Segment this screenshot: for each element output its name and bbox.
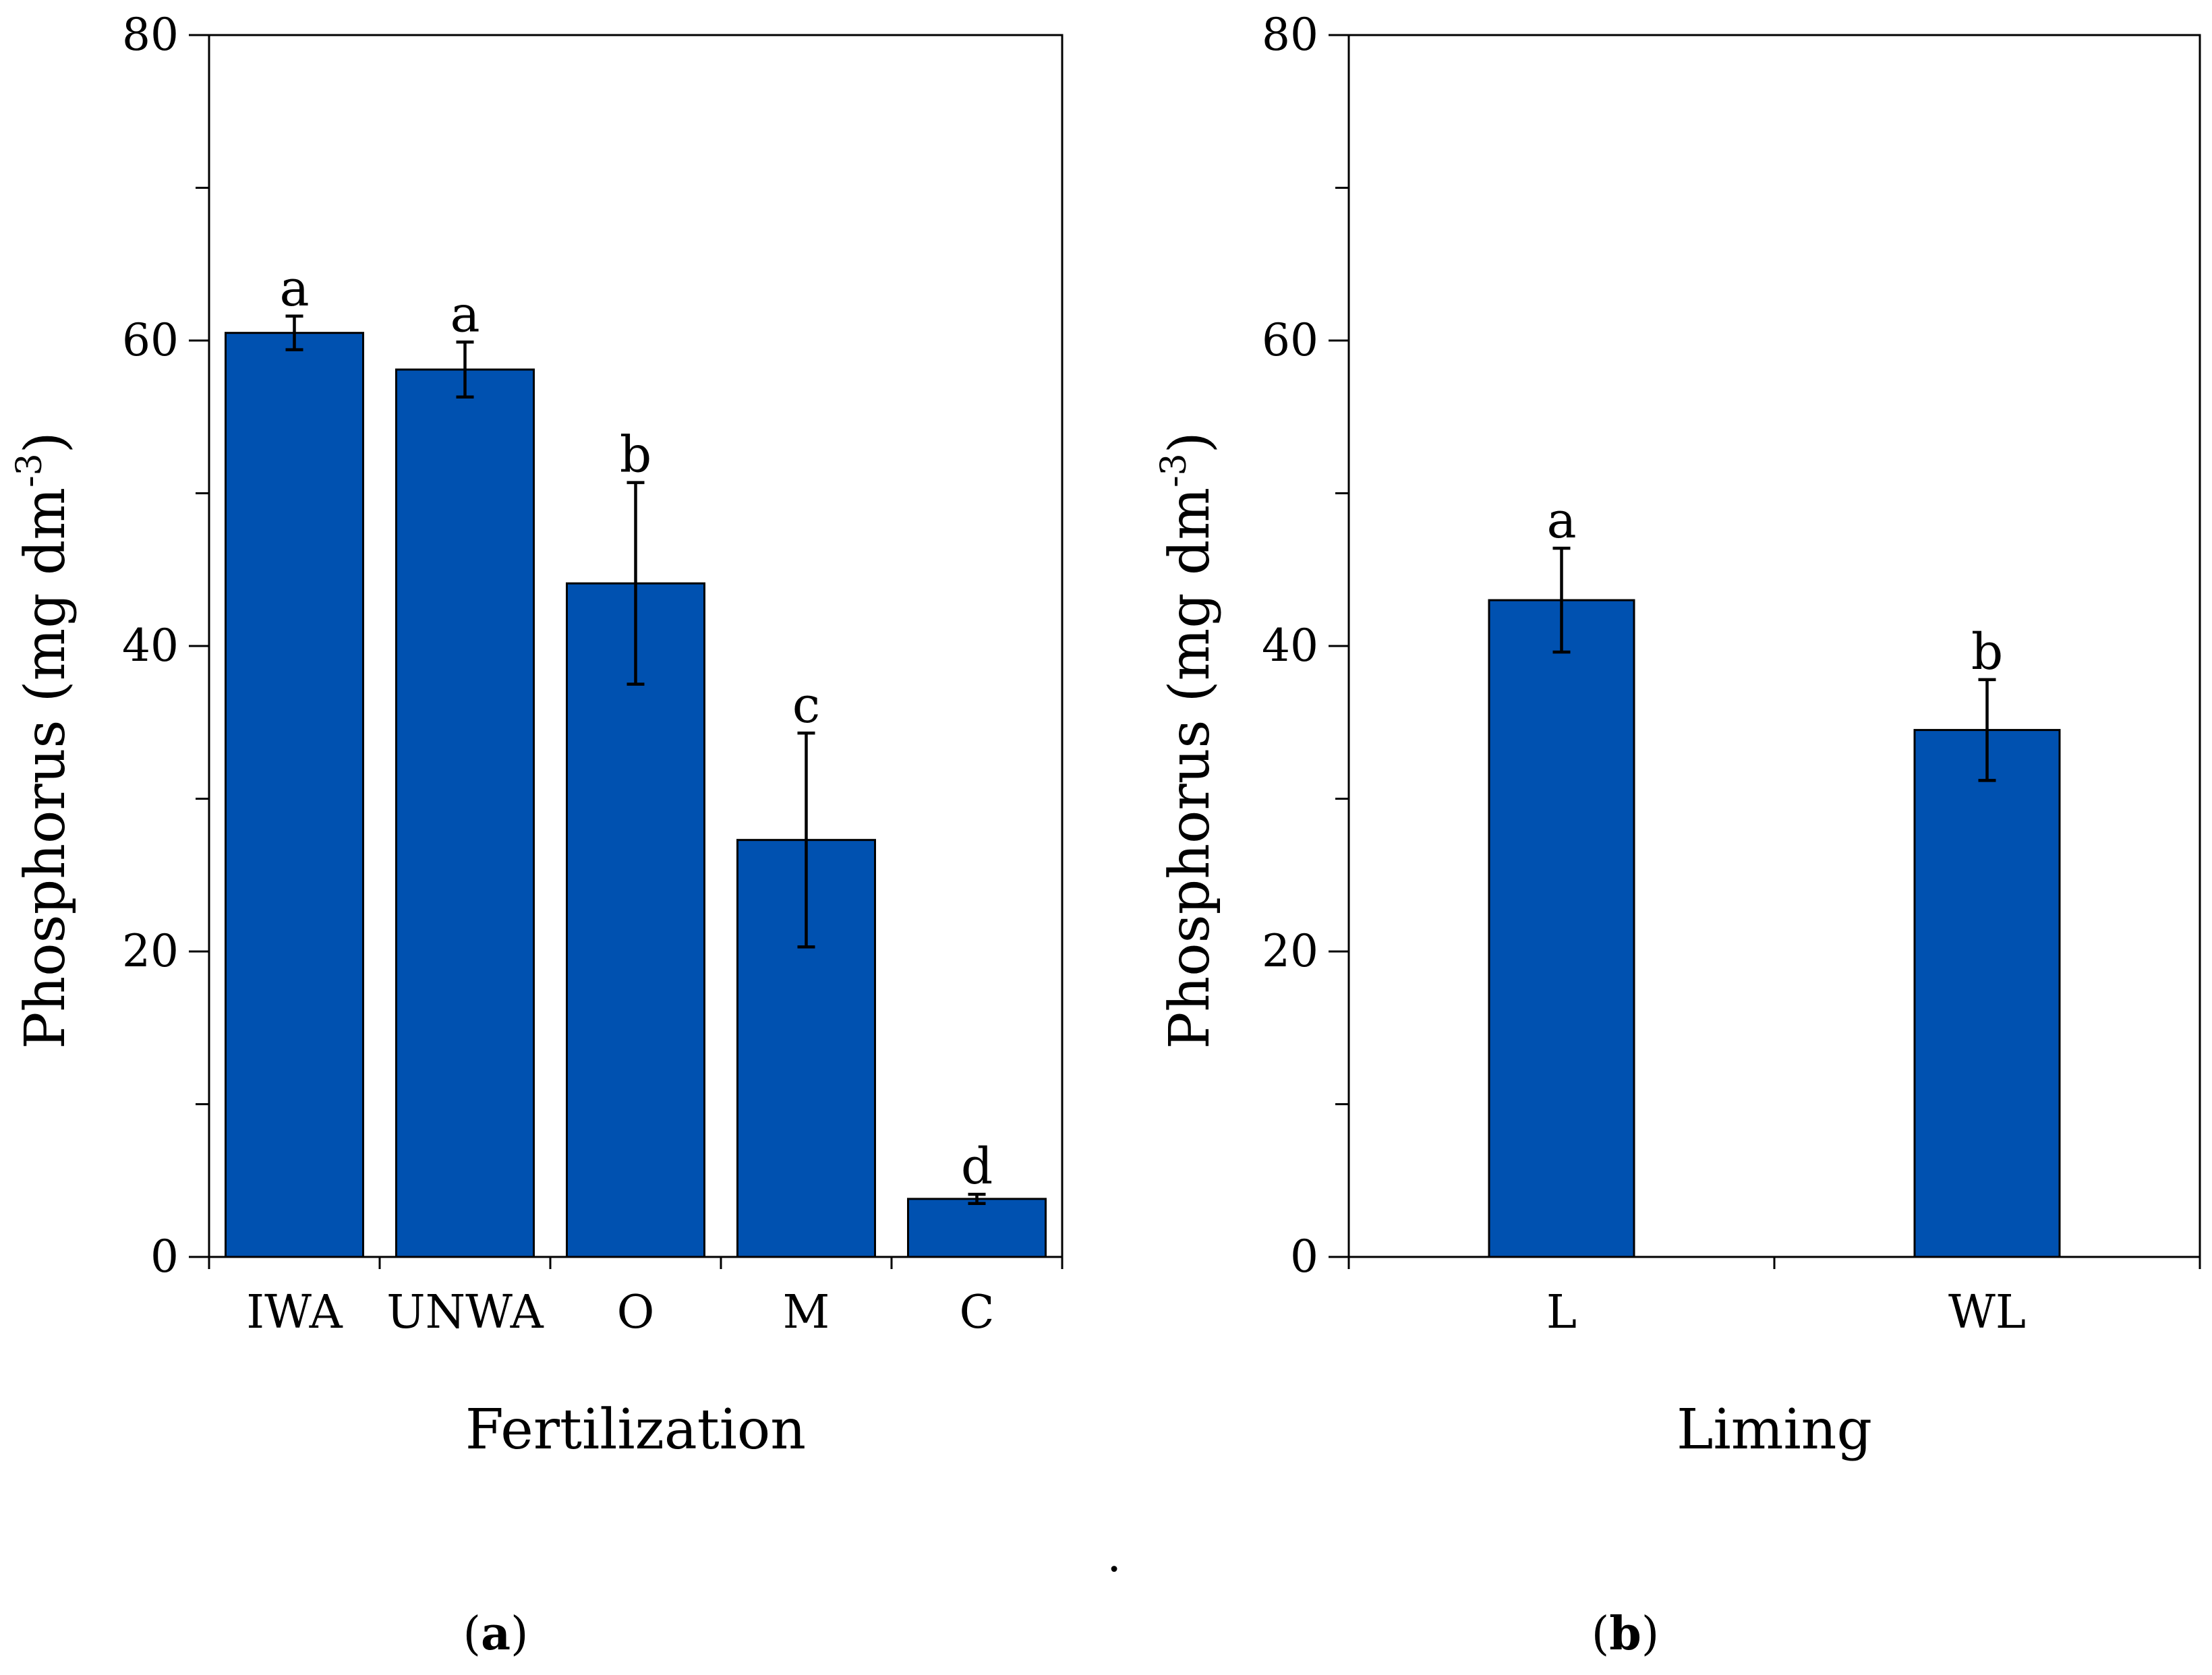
- panel-a-error-bar-c: [968, 1192, 986, 1205]
- panel-b-y-axis-title: Phosphorus (mg dm-3): [1154, 432, 1222, 1049]
- panel-a-y-tick-label: 40: [122, 620, 179, 672]
- panel-a-bar-iwa: [225, 332, 364, 1258]
- panel-a-y-axis-title: Phosphorus (mg dm-3): [9, 432, 78, 1049]
- panel-b-error-bar-l: [1552, 546, 1571, 654]
- panel-a-significance-letter: b: [620, 426, 651, 484]
- panel-a-significance-letter: d: [961, 1138, 993, 1196]
- panel-a-x-axis-title: Fertilization: [465, 1398, 806, 1462]
- panel-a-y-tick-label: 80: [122, 9, 179, 61]
- panel-b-category-label: L: [1546, 1286, 1577, 1339]
- panel-a-chart: 0 20 40 60 80 a IWA a UNWA b Oc Md C Fertilization Pho…: [9, 9, 1064, 1462]
- panel-a-category-label: C: [959, 1286, 994, 1339]
- separator-dot: .: [1107, 1529, 1122, 1583]
- panel-b-category-label: WL: [1948, 1286, 2026, 1339]
- panel-a-error-bar-m: [797, 731, 815, 949]
- panel-a-label: (a): [463, 1607, 528, 1661]
- panel-a-error-bar-iwa: [285, 314, 303, 351]
- panel-b-significance-letter: b: [1971, 623, 2003, 681]
- panel-a-bar-c: [907, 1198, 1047, 1258]
- panel-a-category-label: O: [617, 1286, 655, 1339]
- panel-b-y-tick-label: 0: [1290, 1231, 1318, 1283]
- panel-a-bar-unwa: [395, 368, 535, 1258]
- panel-a-category-label: UNWA: [386, 1286, 544, 1339]
- panel-a-significance-letter: c: [792, 676, 820, 734]
- panel-b-y-tick-label: 60: [1262, 314, 1318, 366]
- panel-a-y-tick-label: 60: [122, 314, 179, 366]
- panel-a-significance-letter: a: [279, 260, 309, 318]
- panel-b-y-tick-label: 40: [1262, 620, 1318, 672]
- panel-b-bar-l: [1488, 599, 1635, 1258]
- panel-b-y-tick-label: 80: [1262, 9, 1318, 61]
- panel-b-error-bar-wl: [1978, 678, 1996, 782]
- panel-b-label: (b): [1592, 1607, 1660, 1661]
- panel-b-bar-wl: [1913, 729, 2061, 1258]
- panel-b-x-axis-title: Liming: [1677, 1398, 1872, 1462]
- panel-a-y-tick-label: 20: [122, 925, 179, 977]
- panel-b-plot-frame: [1347, 34, 2201, 1258]
- panel-a-error-bar-o: [627, 481, 645, 686]
- panel-a-category-label: M: [783, 1286, 830, 1339]
- panel-b-y-tick-label: 20: [1262, 925, 1318, 977]
- panel-b-significance-letter: a: [1546, 492, 1576, 550]
- panel-a-y-tick-label: 0: [150, 1231, 179, 1283]
- panel-b-chart: 0 20 40 60 80 a Lb WL Liming Phosphorus (mg dm-3): [1154, 9, 2201, 1462]
- panel-a-significance-letter: a: [450, 285, 479, 343]
- panel-a-category-label: IWA: [246, 1286, 343, 1339]
- panel-a-error-bar-unwa: [456, 341, 474, 399]
